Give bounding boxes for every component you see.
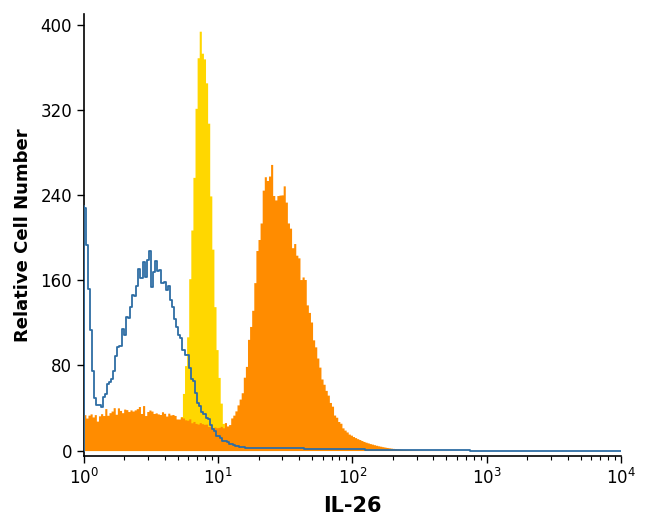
- Y-axis label: Relative Cell Number: Relative Cell Number: [14, 128, 32, 342]
- X-axis label: IL-26: IL-26: [323, 496, 382, 516]
